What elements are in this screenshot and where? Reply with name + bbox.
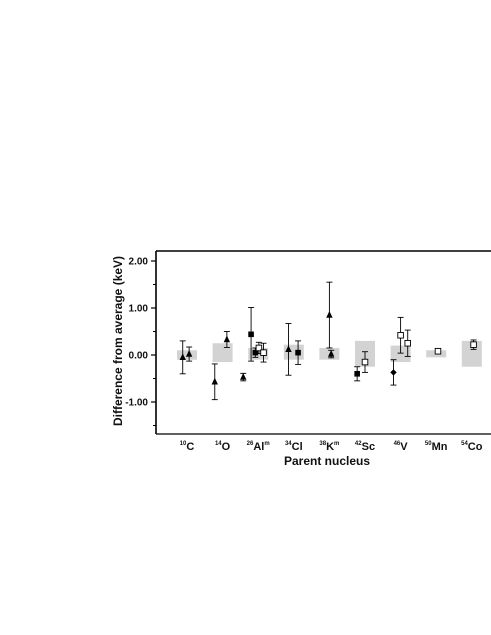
data-point xyxy=(327,349,335,359)
triangle-marker xyxy=(185,350,193,357)
data-point xyxy=(240,372,247,382)
diamond-marker xyxy=(390,369,397,376)
y-tick-label: 1.00 xyxy=(129,304,149,315)
data-point xyxy=(404,329,411,357)
mass-number: 54 xyxy=(461,441,468,447)
mass-number: 34 xyxy=(285,441,292,447)
data-point xyxy=(397,316,404,354)
data-point xyxy=(211,363,218,401)
square-marker xyxy=(248,331,254,338)
uncertainty-band xyxy=(390,345,411,363)
triangle-marker xyxy=(179,353,186,361)
x-axis-title: Parent nucleus xyxy=(284,454,370,468)
triangle-marker xyxy=(326,311,333,318)
mass-number: 14 xyxy=(215,441,222,447)
category-label: 14O xyxy=(215,441,231,453)
element-symbol: Al xyxy=(253,441,264,453)
data-point xyxy=(285,323,292,376)
category-labels: 10C 14O 26Alm 34Cl 38Km 42Sc 46V 50Mn 54Co xyxy=(180,441,483,453)
category-label: 34Cl xyxy=(285,441,303,453)
data-point xyxy=(179,340,186,375)
y-ticks: 2.00 1.00 0.00 -1.00 xyxy=(125,257,156,426)
triangle-marker xyxy=(240,373,247,380)
category-label: 38Km xyxy=(319,441,339,453)
element-symbol: Mn xyxy=(432,441,448,453)
element-symbol: Co xyxy=(468,441,483,453)
data-point xyxy=(295,340,302,365)
element-symbol: Sc xyxy=(362,441,375,453)
data-point xyxy=(361,351,369,373)
axes xyxy=(155,250,491,435)
data-point xyxy=(434,347,442,355)
triangle-marker xyxy=(211,377,218,385)
open-square-marker xyxy=(260,349,267,356)
data-point xyxy=(354,366,361,382)
data-point xyxy=(470,339,477,350)
category-label: 10C xyxy=(180,441,195,453)
open-square-marker xyxy=(470,341,477,348)
y-tick-label: -1.00 xyxy=(125,398,148,409)
element-symbol: Cl xyxy=(292,441,303,453)
category-label: 42Sc xyxy=(355,441,375,453)
category-label: 54Co xyxy=(461,441,483,453)
mass-number: 42 xyxy=(355,441,362,447)
data-point xyxy=(185,346,193,362)
uncertainty-band xyxy=(212,343,233,363)
data-point xyxy=(255,341,263,355)
data-point xyxy=(248,307,255,362)
y-axis-title: Difference from average (keV) xyxy=(111,256,125,426)
triangle-marker xyxy=(223,335,231,343)
category-label: 46V xyxy=(394,441,409,453)
open-square-marker xyxy=(404,340,411,347)
triangle-marker xyxy=(285,345,292,353)
points-layer xyxy=(179,281,477,401)
square-marker xyxy=(252,349,259,356)
element-symbol: K xyxy=(326,441,334,453)
mass-number: 50 xyxy=(425,441,432,447)
triangle-marker xyxy=(327,350,335,357)
mass-number: 38 xyxy=(319,441,326,447)
mass-number: 10 xyxy=(180,441,187,447)
mass-number: 26 xyxy=(247,441,254,447)
open-square-marker xyxy=(255,344,263,352)
element-symbol: O xyxy=(222,441,231,453)
data-point xyxy=(326,281,333,349)
square-marker xyxy=(354,371,360,377)
open-square-marker xyxy=(361,358,369,366)
metastable-mark: m xyxy=(334,441,339,447)
category-label: 26Alm xyxy=(247,441,270,453)
open-square-marker xyxy=(397,332,404,339)
data-point xyxy=(223,331,231,348)
category-label: 50Mn xyxy=(425,441,448,453)
mass-number: 46 xyxy=(394,441,401,447)
data-point xyxy=(390,359,397,386)
element-symbol: V xyxy=(400,441,408,453)
open-square-marker xyxy=(434,347,442,355)
data-point xyxy=(260,342,267,363)
square-marker xyxy=(295,349,301,356)
y-tick-label: 0.00 xyxy=(129,351,149,362)
element-symbol: C xyxy=(186,441,194,453)
y-tick-label: 2.00 xyxy=(129,257,149,268)
metastable-mark: m xyxy=(264,441,269,447)
